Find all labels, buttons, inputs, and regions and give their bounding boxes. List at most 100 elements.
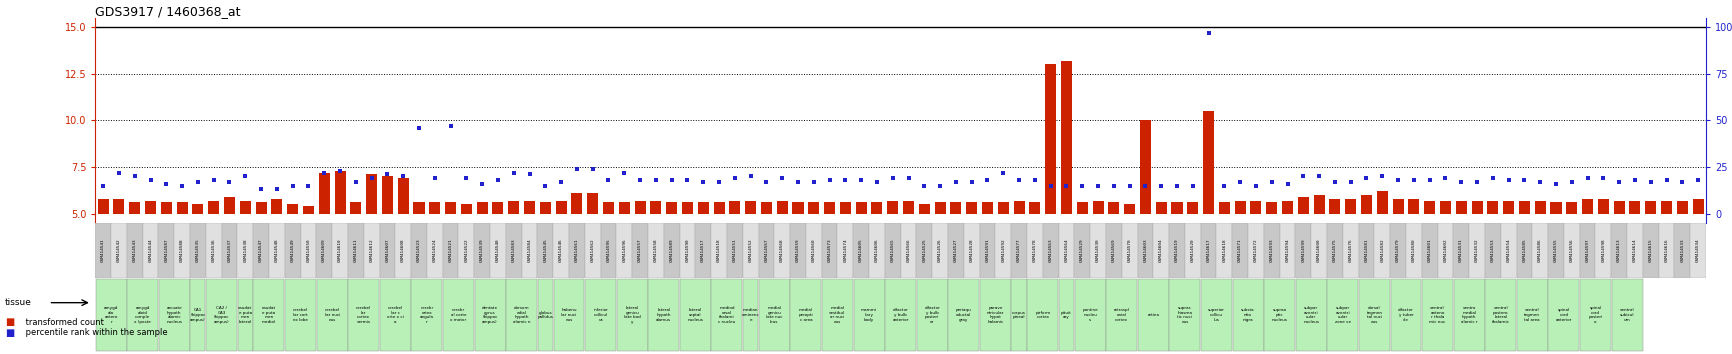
Text: mediod
orsal
thalami
c nucleu: mediod orsal thalami c nucleu <box>719 306 736 324</box>
Bar <box>506 223 521 278</box>
Text: suprac
hiasma
tic nuci
eus: suprac hiasma tic nuci eus <box>1178 306 1192 324</box>
Text: cerebr
ortex
angula
r: cerebr ortex angula r <box>419 306 435 324</box>
Bar <box>398 178 409 214</box>
Bar <box>1630 201 1640 214</box>
Bar <box>1677 201 1689 214</box>
Bar <box>947 223 963 278</box>
Text: pontine
nucleu
s: pontine nucleu s <box>1082 308 1098 322</box>
Text: olfactor
y bulb
posteri
or: olfactor y bulb posteri or <box>925 306 940 324</box>
Bar <box>916 279 947 351</box>
Text: GSM414549: GSM414549 <box>291 239 294 262</box>
Bar <box>1626 223 1644 278</box>
Bar <box>634 201 646 214</box>
Text: GDS3917 / 1460368_at: GDS3917 / 1460368_at <box>95 5 241 18</box>
Bar <box>823 279 852 351</box>
Text: GSM414610: GSM414610 <box>338 239 341 262</box>
Text: GSM414617: GSM414617 <box>1207 239 1211 262</box>
Text: cerebr
al corte
x motor: cerebr al corte x motor <box>450 308 466 322</box>
Text: suprao
ptic
nucleus: suprao ptic nucleus <box>1271 308 1287 322</box>
Bar <box>1661 201 1671 214</box>
Bar <box>317 279 348 351</box>
Bar <box>585 223 601 278</box>
Bar <box>840 202 850 214</box>
Bar <box>729 201 740 214</box>
Bar <box>824 202 835 214</box>
Bar <box>1517 279 1548 351</box>
Bar <box>1595 223 1611 278</box>
Bar <box>712 279 743 351</box>
Text: GSM414588: GSM414588 <box>180 239 184 262</box>
Bar <box>553 223 570 278</box>
Bar <box>963 223 980 278</box>
Bar <box>1580 223 1595 278</box>
Text: GSM414543: GSM414543 <box>133 239 137 262</box>
Bar <box>838 223 854 278</box>
Bar <box>506 279 537 351</box>
Text: GSM414567: GSM414567 <box>764 239 769 262</box>
Bar <box>537 223 553 278</box>
Text: GSM414528: GSM414528 <box>970 239 973 262</box>
Bar <box>1027 223 1043 278</box>
Text: GSM414525: GSM414525 <box>923 239 927 262</box>
Bar <box>745 201 757 214</box>
Text: GSM414527: GSM414527 <box>954 239 958 262</box>
Text: GSM414585: GSM414585 <box>1522 239 1526 262</box>
Text: ■: ■ <box>5 317 14 327</box>
Bar <box>239 201 251 214</box>
Text: retrospl
enial
cortex: retrospl enial cortex <box>1114 308 1129 322</box>
Bar <box>1422 223 1438 278</box>
Text: cerebel
lar c
orte x ci
a: cerebel lar c orte x ci a <box>386 306 404 324</box>
Text: GSM414550: GSM414550 <box>307 239 310 262</box>
Bar <box>1077 202 1088 214</box>
Bar <box>1200 279 1231 351</box>
Bar <box>1108 202 1119 214</box>
Text: GSM414570: GSM414570 <box>1128 239 1131 262</box>
Bar <box>1644 223 1659 278</box>
Bar <box>191 223 206 278</box>
Bar <box>1231 223 1249 278</box>
Text: GSM414523: GSM414523 <box>417 239 421 262</box>
Text: lateral
septal
nucleus: lateral septal nucleus <box>688 308 703 322</box>
Bar <box>1346 199 1356 214</box>
Bar <box>585 279 617 351</box>
Text: medial
genicu
late nuc
leus: medial genicu late nuc leus <box>766 306 783 324</box>
Text: pituit
ary: pituit ary <box>1062 311 1072 319</box>
Bar <box>1185 223 1200 278</box>
Text: GSM414577: GSM414577 <box>1017 239 1022 262</box>
Bar <box>126 279 158 351</box>
Text: GSM414546: GSM414546 <box>559 239 563 262</box>
Bar <box>1155 202 1167 214</box>
Text: GSM414563: GSM414563 <box>1048 239 1053 262</box>
Text: caudat
e puta
men
lateral: caudat e puta men lateral <box>239 306 253 324</box>
Bar <box>1439 201 1451 214</box>
Text: GSM414575: GSM414575 <box>1334 239 1337 262</box>
Bar <box>507 201 520 214</box>
Bar <box>712 223 727 278</box>
Text: GSM414554: GSM414554 <box>1507 239 1510 262</box>
Bar <box>1503 201 1514 214</box>
Text: ventral
subicul
um: ventral subicul um <box>1619 308 1635 322</box>
Bar <box>414 202 424 214</box>
Bar <box>1264 279 1296 351</box>
Text: cerebel
lar nuci
eus: cerebel lar nuci eus <box>324 308 339 322</box>
Text: GSM414615: GSM414615 <box>1649 239 1652 262</box>
Text: medial
preopti
c area: medial preopti c area <box>798 308 814 322</box>
Bar <box>334 171 346 214</box>
Bar <box>774 223 790 278</box>
Bar <box>603 202 615 214</box>
Bar <box>237 279 253 351</box>
Bar <box>177 202 187 214</box>
Text: GSM414533: GSM414533 <box>1680 239 1684 262</box>
Bar <box>1107 279 1138 351</box>
Bar <box>490 223 506 278</box>
Bar <box>901 223 916 278</box>
Bar <box>1453 279 1484 351</box>
Bar <box>556 201 566 214</box>
Text: GSM414542: GSM414542 <box>118 239 121 262</box>
Bar <box>1311 223 1327 278</box>
Bar <box>1219 202 1230 214</box>
Bar <box>1011 279 1027 351</box>
Text: GSM414537: GSM414537 <box>227 239 232 262</box>
Bar <box>966 202 977 214</box>
Bar <box>776 201 788 214</box>
